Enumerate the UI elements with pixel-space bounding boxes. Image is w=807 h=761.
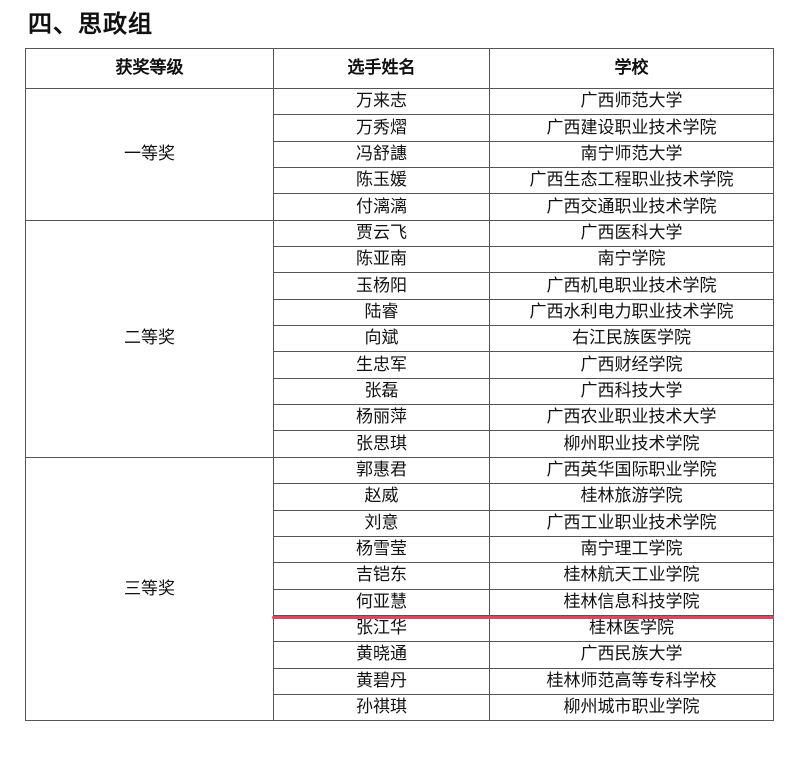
table-row: 赵威 桂林旅游学院 [26,483,774,511]
table-row: 向斌 右江民族医学院 [26,325,774,353]
school-name: 广西民族大学 [489,641,774,669]
student-name: 黄晓通 [273,641,490,669]
award-level: 二等奖 [25,219,274,458]
school-name: 广西科技大学 [489,377,774,406]
student-name: 万秀熠 [273,114,490,142]
school-name: 柳州职业技术学院 [489,430,774,458]
school-name: 广西工业职业技术学院 [489,509,774,537]
student-name: 玉杨阳 [273,272,490,300]
student-name: 生忠军 [273,351,490,379]
table-row: 玉杨阳 广西机电职业技术学院 [26,272,774,300]
school-name: 广西建设职业技术学院 [489,114,774,142]
school-name: 广西农业职业技术大学 [489,404,774,432]
table-row: 孙祺琪 柳州城市职业学院 [26,693,774,722]
table-row: 万秀熠 广西建设职业技术学院 [26,114,774,142]
school-name: 广西医科大学 [489,219,774,248]
student-name: 黄碧丹 [273,667,490,695]
school-name: 柳州城市职业学院 [489,693,774,722]
award-level: 一等奖 [25,88,274,221]
table-row: 三等奖 郭惠君 广西英华国际职业学院 [25,456,774,722]
table-row: 何亚慧 桂林信息科技学院 [26,588,774,616]
student-name: 陈亚南 [273,246,490,274]
header-level: 获奖等级 [25,48,274,89]
table-row: 冯舒譓 南宁师范大学 [26,140,774,169]
student-name: 向斌 [273,325,490,353]
school-name: 桂林信息科技学院 [489,588,774,616]
table-row: 陆睿 广西水利电力职业技术学院 [26,298,774,327]
section-title: 四、思政组 [28,10,153,38]
student-name: 杨丽萍 [273,404,490,432]
school-name: 广西机电职业技术学院 [489,272,774,300]
school-name: 桂林航天工业学院 [489,562,774,590]
student-name: 孙祺琪 [273,693,490,722]
school-name: 广西英华国际职业学院 [489,456,774,485]
student-name: 陈玉媛 [273,167,490,195]
school-name: 南宁师范大学 [489,140,774,169]
student-name: 付漓漓 [273,193,490,221]
awards-table: 获奖等级 选手姓名 学校 一等奖 万来志 广西师范大学 万秀熠 广西建设职业技术学院 冯舒… [25,48,774,722]
table-row: 杨丽萍 广西农业职业技术大学 [26,404,774,432]
student-name: 万来志 [273,87,490,116]
school-name: 桂林师范高等专科学校 [489,667,774,695]
table-row: 杨雪莹 南宁理工学院 [26,535,774,564]
student-name: 陆睿 [273,298,490,327]
table-row: 黄碧丹 桂林师范高等专科学校 [26,667,774,695]
school-name: 广西师范大学 [489,87,774,116]
student-name: 赵威 [273,483,490,511]
student-name: 杨雪莹 [273,535,490,564]
table-row: 吉铠东 桂林航天工业学院 [26,562,774,590]
school-name: 南宁理工学院 [489,535,774,564]
award-level: 三等奖 [25,456,274,722]
school-name: 广西水利电力职业技术学院 [489,298,774,327]
table-row: 张思琪 柳州职业技术学院 [26,430,774,458]
student-name: 张磊 [273,377,490,406]
school-name: 广西财经学院 [489,351,774,379]
student-name: 吉铠东 [273,562,490,590]
table-row: 陈玉媛 广西生态工程职业技术学院 [26,167,774,195]
table-row: 刘意 广西工业职业技术学院 [26,509,774,537]
table-row: 付漓漓 广西交通职业技术学院 [26,193,774,221]
student-name: 张江华 [273,614,490,643]
school-name: 广西生态工程职业技术学院 [489,167,774,195]
school-name: 右江民族医学院 [489,325,774,353]
student-name: 冯舒譓 [273,140,490,169]
header-name: 选手姓名 [273,48,490,89]
school-name: 南宁学院 [489,246,774,274]
highlight-underline [272,616,774,619]
table-row: 一等奖 万来志 广西师范大学 [25,87,774,221]
table-row: 张磊 广西科技大学 [26,377,774,406]
table-header: 获奖等级 选手姓名 学校 [25,48,774,89]
school-name: 桂林医学院 [489,614,774,643]
school-name: 广西交通职业技术学院 [489,193,774,221]
student-name: 何亚慧 [273,588,490,616]
header-school: 学校 [489,48,774,89]
table-row: 陈亚南 南宁学院 [26,246,774,274]
student-name: 刘意 [273,509,490,537]
table-row: 二等奖 贾云飞 广西医科大学 [25,219,774,458]
student-name: 贾云飞 [273,219,490,248]
student-name: 张思琪 [273,430,490,458]
school-name: 桂林旅游学院 [489,483,774,511]
student-name: 郭惠君 [273,456,490,485]
